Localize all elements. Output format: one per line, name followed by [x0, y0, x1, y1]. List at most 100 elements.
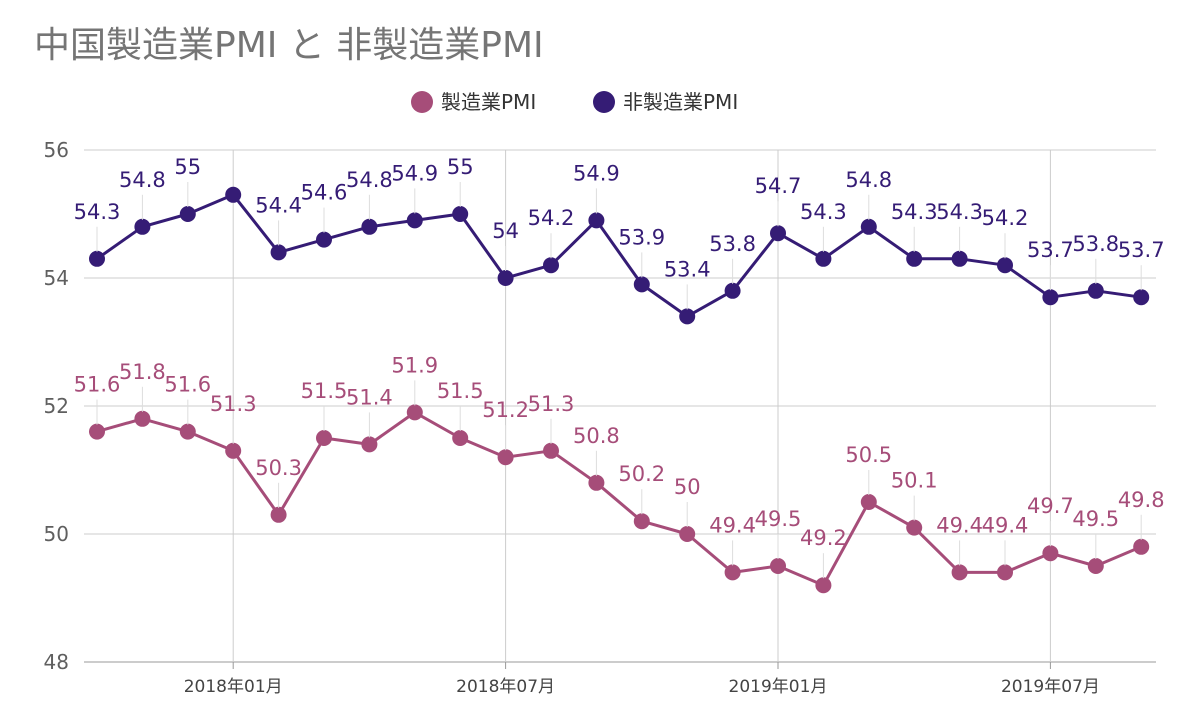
- data-label: 50.8: [573, 424, 620, 448]
- data-point: [860, 218, 877, 235]
- data-point: [543, 257, 559, 274]
- data-point: [543, 442, 559, 459]
- data-label: 50.2: [618, 462, 665, 486]
- data-label: 49.7: [1027, 494, 1074, 518]
- data-label: 54.9: [573, 161, 620, 185]
- data-label: 54.8: [346, 168, 393, 192]
- data-point: [997, 564, 1013, 581]
- data-label: 51.6: [74, 373, 121, 397]
- data-point: [633, 276, 650, 293]
- data-label: 55: [447, 155, 474, 179]
- data-label: 54.6: [301, 181, 348, 205]
- x-tick-label: 2019年07月: [1001, 677, 1100, 697]
- data-point: [225, 186, 242, 203]
- data-label: 50: [674, 475, 701, 499]
- data-label: 53.8: [709, 232, 756, 256]
- series: [89, 186, 1150, 594]
- x-tick-label: 2018年07月: [456, 677, 555, 697]
- data-point: [1087, 282, 1104, 299]
- y-tick-label: 50: [44, 522, 69, 546]
- data-point: [497, 270, 514, 286]
- data-label: 54.3: [936, 200, 983, 224]
- data-label: 54: [492, 219, 519, 243]
- data-point: [361, 436, 378, 453]
- data-point: [951, 564, 968, 581]
- data-label: 51.4: [346, 385, 393, 409]
- data-label: 51.9: [391, 353, 438, 377]
- data-point: [633, 513, 650, 530]
- data-label: 54.4: [255, 193, 302, 217]
- data-label: 53.7: [1118, 238, 1165, 262]
- data-point: [1042, 289, 1059, 306]
- data-point: [860, 494, 877, 510]
- legend-marker-manufacturing: [411, 91, 433, 113]
- data-label: 51.6: [164, 373, 211, 397]
- y-tick-label: 56: [44, 138, 69, 162]
- data-label: 49.5: [755, 507, 802, 531]
- data-point: [815, 577, 832, 594]
- data-label: 54.3: [800, 200, 847, 224]
- data-point: [89, 250, 105, 267]
- data-point: [906, 519, 923, 536]
- data-label: 50.1: [891, 469, 938, 493]
- data-label: 50.5: [845, 443, 892, 467]
- data-label: 54.3: [74, 200, 121, 224]
- data-point: [316, 231, 332, 248]
- legend-label-manufacturing: 製造業PMI: [441, 90, 536, 114]
- data-point: [452, 206, 469, 222]
- data-point: [724, 282, 741, 299]
- data-label: 54.9: [391, 161, 438, 185]
- data-label: 49.4: [709, 513, 756, 537]
- data-point: [724, 564, 741, 581]
- data-label: 54.7: [755, 174, 802, 198]
- data-labels: 51.651.851.651.350.351.551.451.951.551.2…: [74, 155, 1165, 579]
- data-label: 51.3: [210, 392, 257, 416]
- data-point: [134, 410, 151, 427]
- data-point: [452, 430, 469, 446]
- grid: [84, 149, 1156, 669]
- legend-marker-non-manufacturing: [593, 91, 615, 113]
- y-axis-ticks: 48 50 52 54 56: [44, 138, 69, 674]
- data-point: [1042, 545, 1059, 562]
- data-point: [951, 250, 968, 267]
- data-label: 55: [174, 155, 201, 179]
- data-label: 49.4: [982, 513, 1029, 537]
- data-point: [179, 423, 196, 440]
- data-label: 53.4: [664, 257, 711, 281]
- x-tick-label: 2019年01月: [729, 677, 828, 697]
- data-point: [679, 308, 696, 325]
- data-label: 53.7: [1027, 238, 1074, 262]
- data-label: 54.8: [119, 168, 166, 192]
- data-label: 54.2: [982, 206, 1029, 230]
- y-tick-label: 48: [44, 650, 69, 674]
- data-point: [770, 225, 786, 242]
- data-label: 54.3: [891, 200, 938, 224]
- data-point: [497, 449, 514, 466]
- data-point: [770, 558, 786, 574]
- data-point: [815, 250, 832, 267]
- data-label: 54.2: [528, 206, 575, 230]
- data-point: [997, 257, 1013, 274]
- data-label: 49.4: [936, 513, 983, 537]
- data-point: [361, 218, 378, 235]
- data-point: [89, 423, 105, 440]
- data-label: 49.2: [800, 526, 847, 550]
- data-point: [406, 212, 423, 229]
- data-label: 51.3: [528, 392, 575, 416]
- data-label: 53.9: [618, 225, 665, 249]
- legend-label-non-manufacturing: 非製造業PMI: [623, 90, 738, 114]
- data-point: [1087, 558, 1104, 574]
- data-point: [316, 430, 332, 446]
- data-point: [1133, 538, 1150, 555]
- data-point: [270, 244, 287, 261]
- data-point: [134, 218, 151, 235]
- y-tick-label: 52: [44, 394, 69, 418]
- data-label: 51.5: [301, 379, 348, 403]
- data-point: [1133, 289, 1150, 306]
- data-label: 49.8: [1118, 488, 1165, 512]
- data-label: 49.5: [1072, 507, 1119, 531]
- data-point: [588, 474, 605, 491]
- y-tick-label: 54: [44, 266, 69, 290]
- data-point: [906, 250, 923, 267]
